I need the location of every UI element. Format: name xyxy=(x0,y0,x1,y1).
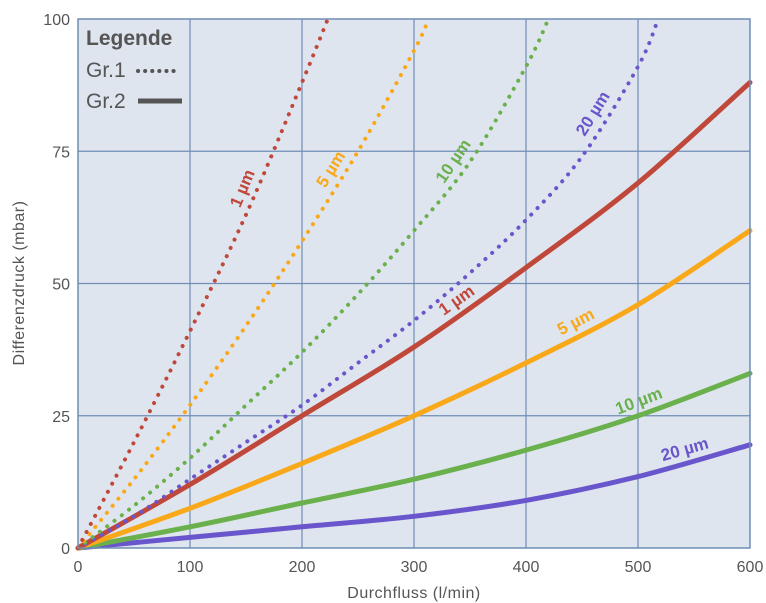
legend-entry-gr1: Gr.1 xyxy=(86,59,126,82)
y-axis-label: Differenzdruck (mbar) xyxy=(11,201,28,366)
series-gr2-1m xyxy=(75,80,753,551)
legend-entry-gr2: Gr.2 xyxy=(86,90,126,113)
x-tick-label: 400 xyxy=(513,559,540,576)
series-gr2-10m xyxy=(75,370,753,551)
series-gr1-1m xyxy=(76,17,330,550)
y-tick-label: 25 xyxy=(52,409,70,426)
x-tick-label: 200 xyxy=(289,559,316,576)
series-gr2-20m xyxy=(75,442,753,551)
x-tick-label: 500 xyxy=(625,559,652,576)
x-tick-label: 600 xyxy=(737,559,764,576)
x-tick-label: 300 xyxy=(401,559,428,576)
y-tick-label: 50 xyxy=(52,277,70,294)
series-gr2-5m xyxy=(75,228,753,551)
y-tick-label: 0 xyxy=(61,541,70,558)
plot-border xyxy=(77,18,751,549)
series-layer xyxy=(75,17,753,551)
series-gr1-20m xyxy=(76,17,661,550)
legend-box xyxy=(81,22,189,122)
x-tick-label: 100 xyxy=(177,559,204,576)
y-tick-label: 100 xyxy=(43,12,70,29)
series-gr1-5m xyxy=(76,17,431,550)
series-gr1-10m xyxy=(76,17,551,550)
legend-title: Legende xyxy=(86,27,172,50)
legend: Legende Gr.1 Gr.2 xyxy=(81,22,189,122)
x-tick-label: 0 xyxy=(74,559,83,576)
tick-labels: 0 100 200 300 400 500 600 0 25 50 75 100 xyxy=(43,12,763,576)
y-tick-label: 75 xyxy=(52,144,70,161)
x-axis-label: Durchfluss (l/min) xyxy=(347,585,480,602)
